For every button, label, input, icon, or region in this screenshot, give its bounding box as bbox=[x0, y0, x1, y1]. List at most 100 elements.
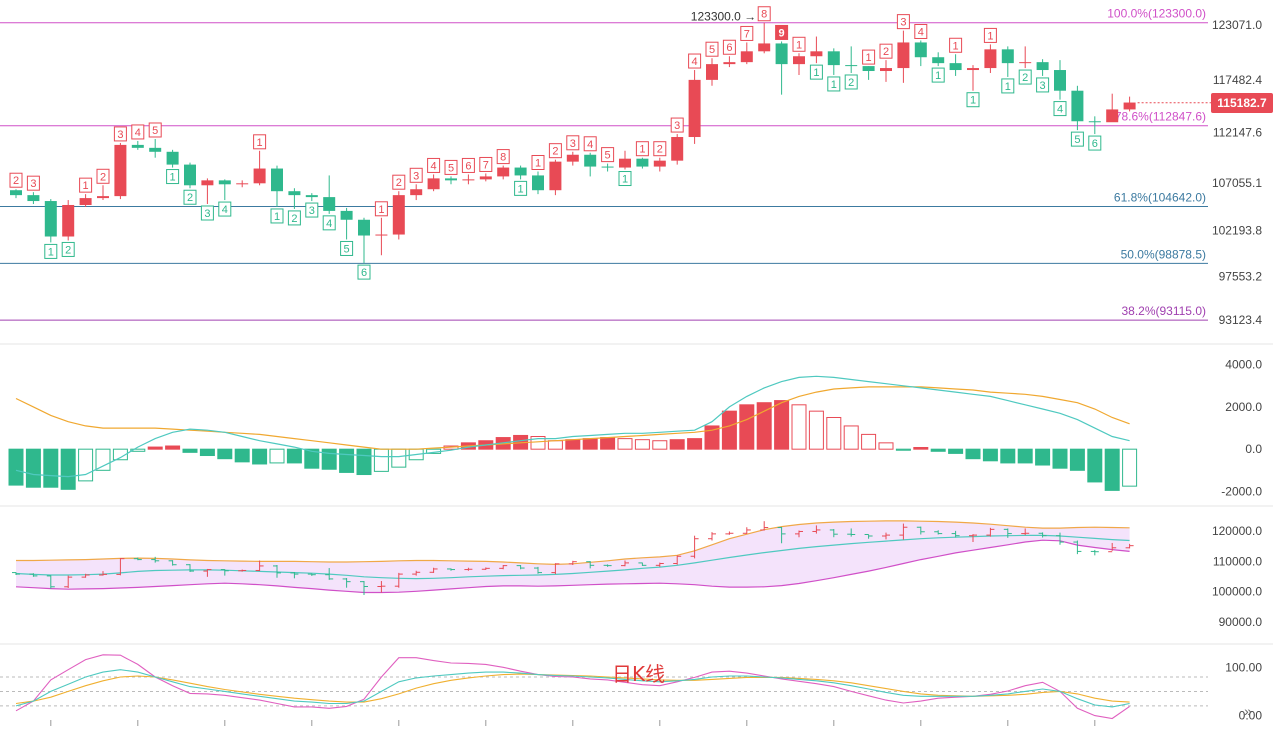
candle-body bbox=[410, 189, 423, 196]
td-count-box bbox=[879, 43, 893, 59]
macd-bar bbox=[600, 437, 616, 450]
td-count-box bbox=[287, 210, 301, 226]
macd-axis-label: 4000.0 bbox=[1225, 358, 1262, 372]
macd-bar bbox=[78, 448, 94, 482]
macd-bar bbox=[165, 445, 181, 450]
candle-body bbox=[149, 147, 162, 152]
macd-bar bbox=[112, 448, 128, 461]
candle-body bbox=[1019, 62, 1032, 64]
macd-bar bbox=[373, 448, 389, 472]
td-count-box bbox=[340, 240, 354, 256]
candle-body bbox=[340, 210, 353, 220]
td-count-box bbox=[722, 39, 736, 55]
td-count-box bbox=[61, 241, 75, 257]
macd-bar bbox=[948, 448, 964, 454]
td-count-label: 2 bbox=[65, 244, 71, 256]
td-count-box bbox=[775, 24, 789, 40]
kdj-d-line bbox=[15, 673, 1130, 705]
macd-bar bbox=[1017, 448, 1033, 464]
candle-body bbox=[845, 65, 858, 67]
td-count-label: 1 bbox=[83, 180, 89, 192]
kdj-j-line bbox=[15, 654, 1130, 720]
td-count-label: 1 bbox=[831, 79, 837, 91]
macd-bar bbox=[843, 425, 859, 450]
td-count-label: 6 bbox=[1092, 138, 1098, 150]
td-count-box bbox=[392, 174, 406, 190]
td-count-box bbox=[253, 134, 267, 150]
candle-body bbox=[862, 66, 875, 72]
td-count-label: 1 bbox=[170, 172, 176, 184]
fib-label: 38.2%(93115.0) bbox=[1121, 304, 1206, 318]
macd-axis-label: -2000.0 bbox=[1221, 484, 1262, 498]
macd-bar bbox=[878, 442, 894, 450]
macd-bar bbox=[861, 433, 877, 450]
price-axis-label: 117482.4 bbox=[1213, 73, 1262, 87]
candle-body bbox=[723, 62, 736, 65]
candle-body bbox=[810, 51, 823, 57]
td-count-box bbox=[792, 36, 806, 52]
macd-bar bbox=[547, 440, 563, 450]
td-count-label: 6 bbox=[361, 267, 367, 279]
td-count-box bbox=[461, 157, 475, 173]
candle-body bbox=[479, 176, 492, 180]
boll-band-fill bbox=[16, 520, 1130, 593]
td-count-label: 1 bbox=[378, 204, 384, 216]
candle-body bbox=[1036, 62, 1049, 71]
macd-bar bbox=[43, 448, 59, 488]
td-count-box bbox=[444, 159, 458, 175]
td-count-label: 3 bbox=[674, 120, 680, 132]
td-count-label: 5 bbox=[344, 243, 350, 255]
macd-bar bbox=[1087, 448, 1103, 483]
td-count-label: 1 bbox=[622, 174, 628, 186]
macd-bar bbox=[1035, 448, 1051, 466]
candle-body bbox=[97, 196, 109, 199]
candle-body bbox=[758, 43, 771, 52]
td-count-label: 1 bbox=[639, 144, 645, 156]
boll-ohlc-group bbox=[12, 521, 1134, 595]
td-count-label: 5 bbox=[1074, 134, 1080, 146]
candle-body bbox=[914, 42, 927, 58]
td-count-box bbox=[409, 167, 423, 183]
candle-body bbox=[166, 151, 179, 165]
candle-body bbox=[392, 195, 405, 235]
macd-bar bbox=[704, 425, 720, 450]
macd-bar bbox=[356, 448, 372, 476]
candle-body bbox=[1054, 70, 1066, 91]
macd-axis-label: 0.0 bbox=[1245, 442, 1262, 456]
td-count-box bbox=[583, 136, 597, 152]
td-count-box bbox=[9, 172, 23, 188]
td-count-box bbox=[844, 74, 858, 90]
macd-bar bbox=[95, 448, 111, 471]
macd-bar bbox=[234, 448, 250, 463]
boll-axis-label: 110000.0 bbox=[1213, 554, 1262, 568]
candle-body bbox=[27, 195, 40, 202]
candle-body bbox=[62, 204, 75, 237]
candle-body bbox=[218, 180, 231, 185]
kdj-axis-label: 0.00 bbox=[1239, 709, 1263, 723]
macd-fast-line bbox=[15, 375, 1130, 478]
td-count-box bbox=[1036, 77, 1050, 93]
td-count-box bbox=[427, 157, 441, 173]
td-count-label: 1 bbox=[1005, 81, 1011, 93]
macd-bar bbox=[774, 400, 790, 450]
macd-bar bbox=[652, 440, 668, 450]
candle-body bbox=[932, 57, 945, 64]
td-count-box bbox=[931, 67, 945, 83]
candle-body bbox=[114, 144, 127, 197]
td-count-box bbox=[670, 117, 684, 133]
macd-bar bbox=[269, 448, 285, 464]
td-count-label: 1 bbox=[796, 39, 802, 51]
macd-bar bbox=[582, 438, 598, 450]
td-count-box bbox=[514, 180, 528, 196]
candle-body bbox=[775, 43, 788, 65]
candles-group bbox=[10, 22, 1136, 264]
candle-body bbox=[1106, 109, 1119, 123]
td-count-label: 1 bbox=[535, 157, 541, 169]
td-count-box bbox=[601, 147, 615, 163]
price-axis-label: 112147.6 bbox=[1213, 126, 1262, 140]
macd-bar bbox=[965, 448, 981, 460]
td-count-box bbox=[966, 92, 980, 108]
chart-subtitle: 日K线 bbox=[612, 662, 666, 686]
td-count-label: 6 bbox=[465, 160, 471, 172]
